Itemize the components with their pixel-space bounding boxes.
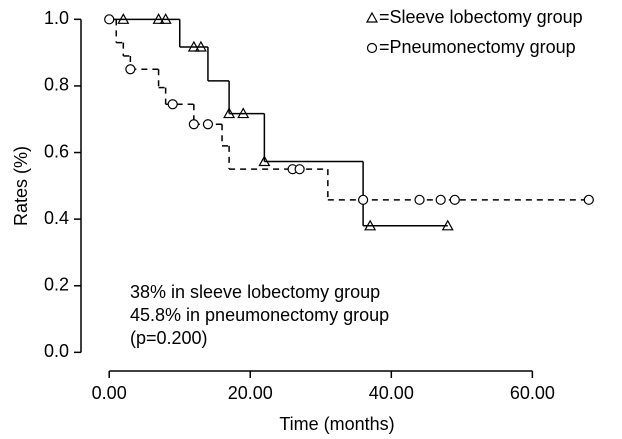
censor-triangle: [117, 13, 130, 24]
censor-triangle: [364, 219, 377, 231]
legend-marker: [366, 42, 378, 54]
x-tick-label: 0.00: [92, 383, 127, 403]
censor-triangle: [237, 107, 250, 119]
annotation: (p=0.200): [130, 328, 208, 348]
legend-label: =Sleeve lobectomy group: [379, 7, 583, 27]
censor-triangle: [152, 13, 165, 24]
censor-circle: [104, 14, 115, 25]
legend-marker: [365, 11, 379, 23]
y-tick-label: 0.0: [44, 341, 69, 361]
censor-circle: [449, 194, 460, 205]
y-tick-label: 0.8: [44, 75, 69, 95]
censor-circle: [435, 194, 446, 205]
legend-label: =Pneumonectomy group: [379, 37, 576, 57]
censor-triangle: [258, 155, 271, 167]
y-axis-label: Rates (%): [11, 146, 31, 226]
censor-circle: [294, 164, 305, 175]
censor-circle: [583, 194, 594, 205]
x-axis-label: Time (months): [279, 414, 394, 434]
censor-triangle: [187, 40, 200, 52]
censor-circle: [358, 194, 369, 205]
censor-triangle: [194, 40, 207, 52]
censor-circle: [188, 119, 199, 130]
x-tick-label: 60.00: [510, 383, 555, 403]
censor-triangle: [441, 219, 454, 231]
censor-circle: [125, 64, 136, 75]
y-tick-label: 0.4: [44, 208, 69, 228]
y-tick-label: 1.0: [44, 8, 69, 28]
censor-circle: [414, 194, 425, 205]
x-tick-label: 40.00: [369, 383, 414, 403]
annotation: 45.8% in pneumonectomy group: [130, 305, 389, 325]
censor-triangle: [159, 13, 172, 24]
censor-triangle: [223, 107, 236, 119]
x-tick-label: 20.00: [228, 383, 273, 403]
censor-circle: [167, 99, 178, 110]
censor-circle: [202, 119, 214, 130]
y-tick-label: 0.6: [44, 141, 69, 161]
annotation: 38% in sleeve lobectomy group: [130, 282, 380, 302]
y-tick-label: 0.2: [44, 274, 69, 294]
